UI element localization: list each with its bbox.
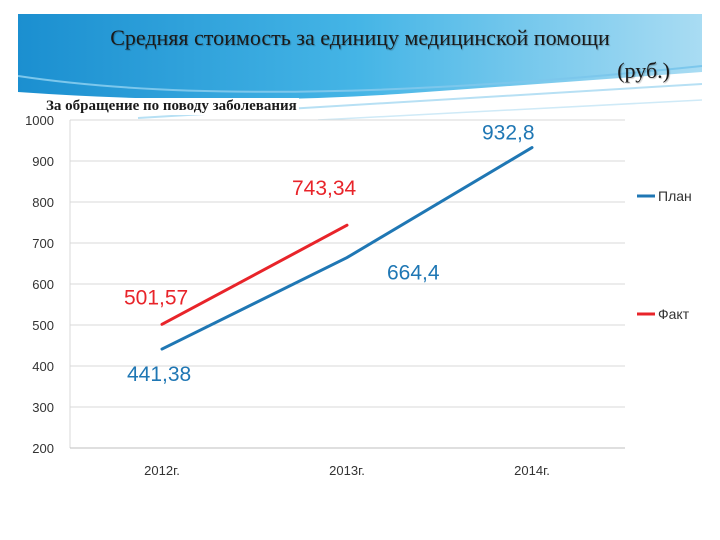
chart-title-unit: (руб.) [617, 58, 670, 83]
x-tick-label: 2013г. [329, 463, 365, 478]
legend-label: Факт [658, 306, 690, 322]
data-label: 664,4 [387, 262, 440, 285]
y-tick-label: 600 [32, 277, 54, 292]
series-line-fact [160, 223, 349, 326]
data-label: 441,38 [127, 363, 191, 386]
data-label: 501,57 [124, 286, 188, 309]
legend-label: План [658, 188, 692, 204]
y-tick-label: 300 [32, 400, 54, 415]
data-label: 932,8 [482, 122, 535, 145]
y-tick-label: 200 [32, 441, 54, 456]
header-banner [18, 14, 702, 120]
y-tick-label: 900 [32, 154, 54, 169]
y-tick-label: 700 [32, 236, 54, 251]
y-tick-label: 500 [32, 318, 54, 333]
x-tick-label: 2014г. [514, 463, 550, 478]
data-label: 743,34 [292, 177, 357, 200]
y-tick-label: 800 [32, 195, 54, 210]
chart-subtitle: За обращение по поводу заболевания [44, 98, 299, 115]
x-tick-label: 2012г. [144, 463, 180, 478]
series-line-plan [160, 146, 534, 351]
slide-header: Средняя стоимость за единицу медицинской… [18, 14, 702, 120]
chart-title: Средняя стоимость за единицу медицинской… [110, 25, 610, 50]
y-tick-label: 1000 [25, 113, 54, 128]
y-tick-label: 400 [32, 359, 54, 374]
